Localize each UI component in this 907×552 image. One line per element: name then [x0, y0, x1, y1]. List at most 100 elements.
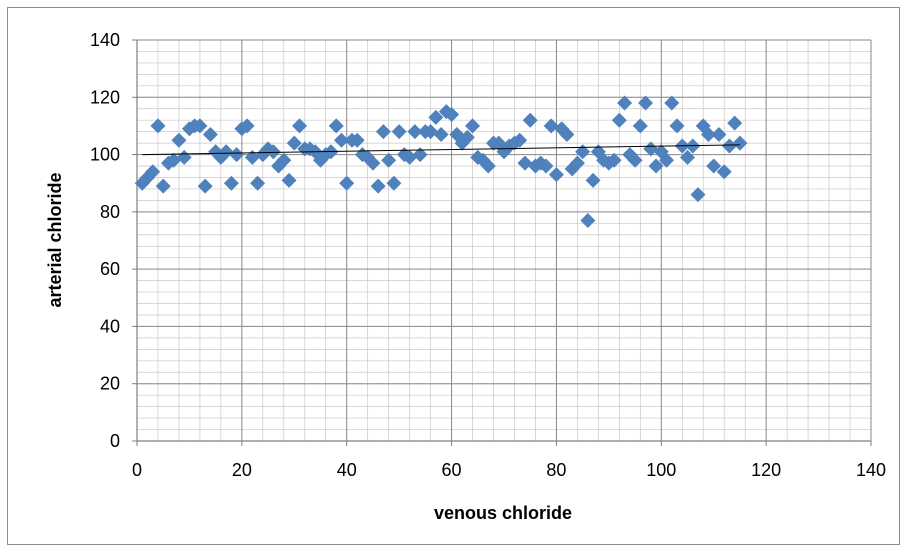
data-point — [428, 109, 444, 125]
data-point — [197, 178, 213, 194]
major-gridlines — [136, 39, 872, 442]
data-point — [166, 152, 182, 168]
x-tick-label: 40 — [337, 460, 357, 480]
data-point — [732, 135, 748, 151]
x-tick-label: 0 — [132, 460, 142, 480]
data-point — [150, 118, 166, 134]
data-point — [444, 106, 460, 122]
data-point — [155, 178, 171, 194]
x-tick-label: 60 — [442, 460, 462, 480]
data-point — [664, 95, 680, 111]
data-point — [643, 141, 659, 157]
data-point — [585, 172, 601, 188]
data-point — [465, 118, 481, 134]
data-point — [569, 155, 585, 171]
y-tick-label: 0 — [110, 431, 120, 451]
data-point — [559, 127, 575, 143]
data-point — [292, 118, 308, 134]
y-tick-label: 80 — [100, 202, 120, 222]
data-point — [407, 124, 423, 140]
data-point — [375, 124, 391, 140]
y-tick-label: 60 — [100, 259, 120, 279]
data-point — [333, 132, 349, 148]
data-point — [386, 175, 402, 191]
x-tick-label: 120 — [751, 460, 781, 480]
data-point — [349, 132, 365, 148]
data-point — [716, 164, 732, 180]
data-point — [611, 112, 627, 128]
x-tick-label: 100 — [646, 460, 676, 480]
data-point — [638, 95, 654, 111]
data-point — [543, 118, 559, 134]
data-point — [575, 144, 591, 160]
data-point — [145, 164, 161, 180]
data-points — [134, 95, 748, 228]
data-point — [512, 132, 528, 148]
data-point — [522, 112, 538, 128]
x-tick-labels: 0 20 40 60 80 100 120 140 — [132, 460, 886, 480]
data-point — [286, 135, 302, 151]
data-point — [711, 127, 727, 143]
data-point — [480, 158, 496, 174]
data-point — [412, 147, 428, 163]
data-point — [265, 144, 281, 160]
minor-gridlines — [136, 39, 872, 442]
trendline-group — [142, 144, 740, 156]
data-point — [250, 175, 266, 191]
data-point — [328, 118, 344, 134]
data-point — [721, 138, 737, 154]
data-point — [229, 147, 245, 163]
data-point — [381, 152, 397, 168]
y-tick-label: 20 — [100, 374, 120, 394]
y-axis-title: arterial chloride — [45, 172, 65, 307]
trendline — [142, 144, 740, 156]
data-point — [218, 144, 234, 160]
data-point — [234, 121, 250, 137]
data-point — [680, 149, 695, 165]
chart-frame — [7, 7, 900, 545]
data-point — [391, 124, 407, 140]
data-point — [548, 167, 564, 183]
y-tick-label: 140 — [90, 30, 120, 50]
x-tick-label: 80 — [546, 460, 566, 480]
data-point — [669, 118, 685, 134]
axes — [132, 39, 872, 446]
y-tick-label: 120 — [90, 87, 120, 107]
data-point — [632, 118, 648, 134]
data-point — [244, 149, 260, 165]
x-axis-title: venous chloride — [434, 503, 572, 523]
data-point — [171, 132, 187, 148]
data-point — [181, 121, 197, 137]
data-point — [423, 124, 439, 140]
data-point — [370, 178, 386, 194]
y-tick-label: 40 — [100, 316, 120, 336]
data-point — [538, 158, 554, 174]
data-point — [706, 158, 722, 174]
data-point — [690, 187, 706, 203]
y-tick-label: 100 — [90, 145, 120, 165]
x-tick-label: 140 — [856, 460, 886, 480]
data-point — [700, 127, 716, 143]
data-point — [339, 175, 355, 191]
data-point — [239, 118, 255, 134]
data-point — [281, 172, 297, 188]
data-point — [617, 95, 633, 111]
data-point — [402, 149, 418, 165]
data-point — [517, 155, 533, 171]
data-point — [606, 152, 622, 168]
data-point — [580, 212, 596, 228]
x-tick-label: 20 — [232, 460, 252, 480]
data-point — [659, 152, 675, 168]
data-point — [223, 175, 239, 191]
data-point — [433, 127, 449, 143]
y-tick-labels: 0 20 40 60 80 100 120 140 — [90, 30, 120, 451]
data-point — [192, 118, 208, 134]
data-point — [276, 152, 292, 168]
data-point — [365, 155, 381, 171]
data-point — [459, 129, 475, 145]
data-point — [727, 115, 743, 131]
data-point — [627, 152, 643, 168]
data-point — [202, 127, 218, 143]
data-point — [648, 158, 664, 174]
